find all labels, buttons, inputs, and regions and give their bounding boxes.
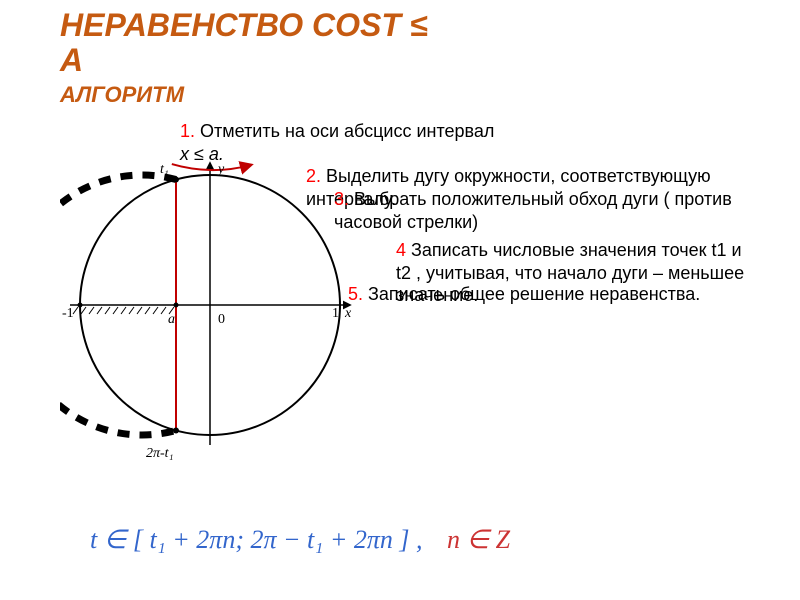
solution-formula: t ∈ [ t₁ + 2πn; 2π − t₁ + 2πn ] , n ∈ Z — [90, 525, 510, 555]
svg-text:2π-t₁: 2π-t₁ — [146, 446, 173, 461]
step4-num: 4 — [396, 240, 406, 260]
step3-text: Выбрать положительный обход дуги ( проти… — [334, 189, 732, 232]
step1-text: Отметить на оси абсцисс интервал — [200, 121, 494, 141]
title-line1: НЕРАВЕНСТВО COST ≤ — [60, 7, 427, 43]
formula-cond: n ∈ Z — [447, 525, 510, 554]
step1-num: 1. — [180, 121, 195, 141]
subtitle: АЛГОРИТМ — [0, 78, 800, 108]
svg-text:-1: -1 — [62, 306, 74, 321]
svg-text:t₁: t₁ — [160, 162, 169, 177]
svg-text:a: a — [168, 312, 175, 327]
title-line2: A — [60, 42, 83, 78]
formula-main: t ∈ [ t₁ + 2πn; 2π − t₁ + 2πn ] , — [90, 525, 423, 554]
step5-text: Записать общее решение неравенства. — [368, 284, 700, 304]
svg-text:y: y — [216, 162, 225, 177]
svg-text:1: 1 — [332, 306, 339, 321]
svg-text:x: x — [344, 306, 352, 321]
unit-circle-diagram: yx01-1at₁2π-t₁ — [60, 155, 360, 455]
svg-text:0: 0 — [218, 312, 225, 327]
